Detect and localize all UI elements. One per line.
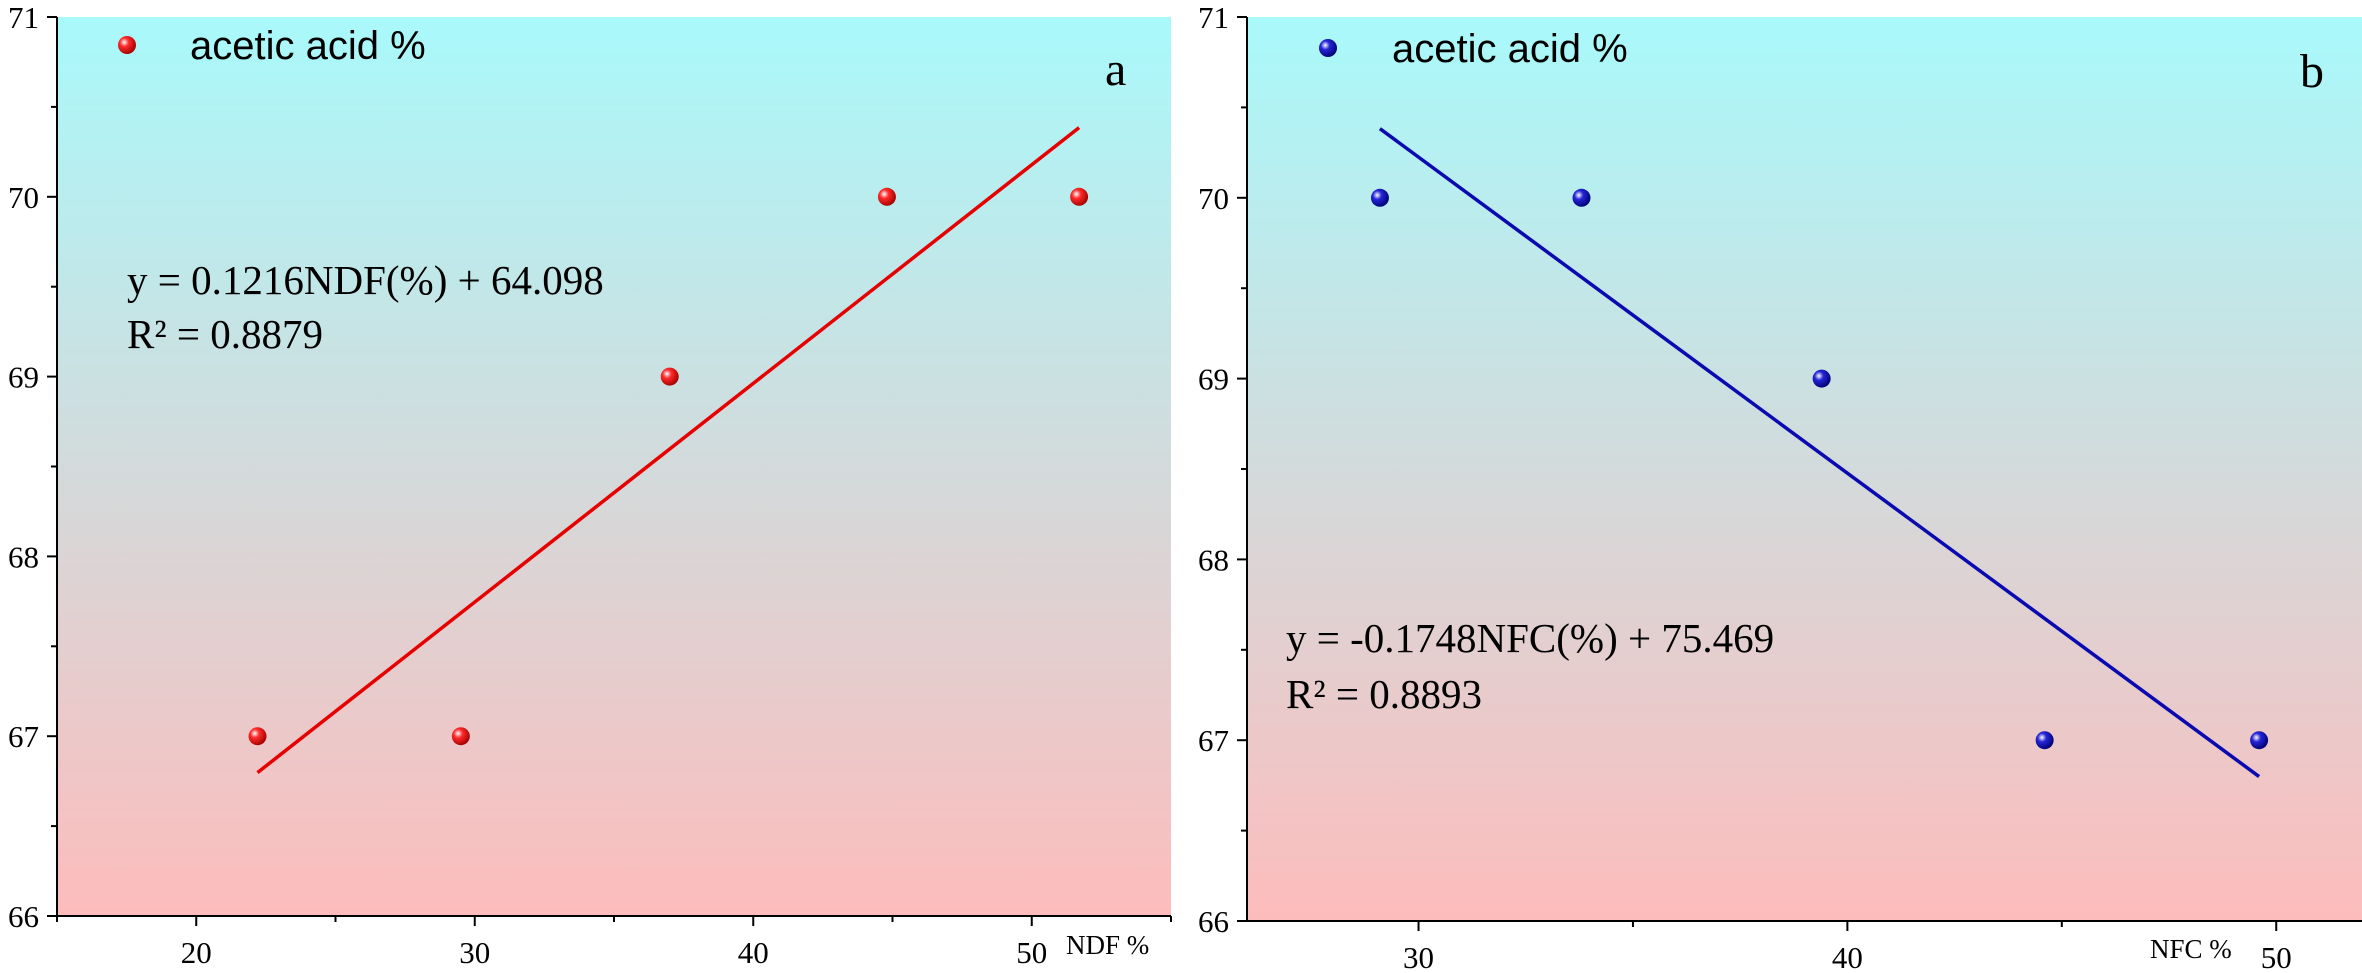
- axis-ticks-a: 66 67 68 69 70 71 20 30 40 50: [8, 0, 1172, 970]
- x-tick-label-b: 40: [1832, 940, 1863, 973]
- x-axis-title-a: NDF %: [1066, 930, 1149, 960]
- panel-label-a: a: [1105, 43, 1126, 96]
- y-tick-label-a: 70: [8, 180, 39, 215]
- data-point-a: [451, 727, 470, 746]
- r-squared-b: R² = 0.8893: [1286, 671, 1482, 717]
- legend-marker-b: [1319, 39, 1337, 57]
- y-tick-label-b: 67: [1198, 723, 1229, 758]
- legend-label-b: acetic acid %: [1392, 27, 1628, 71]
- axis-ticks-b: 66 67 68 69 70 71 30 40 50: [1198, 0, 2292, 973]
- x-tick-label-a: 50: [1016, 935, 1047, 970]
- points-a: [248, 187, 1089, 746]
- x-tick-label-b: 50: [2261, 940, 2292, 973]
- equation-b: y = -0.1748NFC(%) + 75.469: [1286, 615, 1774, 661]
- legend-b: acetic acid %: [1319, 27, 1628, 71]
- data-point-b: [1812, 369, 1831, 388]
- y-tick-label-a: 71: [8, 0, 39, 35]
- r-squared-a: R² = 0.8879: [127, 311, 323, 357]
- x-tick-label-b: 30: [1403, 940, 1434, 973]
- trendline-a: [256, 126, 1081, 774]
- x-axis-title-b: NFC %: [2150, 934, 2232, 964]
- y-tick-label-b: 66: [1198, 904, 1229, 939]
- data-point-a: [877, 187, 896, 206]
- trendline-b: [1378, 127, 2261, 778]
- trendline-b: [1378, 127, 2261, 778]
- y-tick-label-b: 71: [1198, 0, 1229, 35]
- y-tick-label-a: 67: [8, 719, 39, 754]
- y-tick-label-a: 69: [8, 360, 39, 395]
- y-tick-label-b: 69: [1198, 362, 1229, 397]
- data-point-b: [2250, 731, 2269, 750]
- x-tick-label-a: 30: [459, 935, 490, 970]
- data-point-a: [248, 727, 267, 746]
- legend-a: acetic acid %: [118, 24, 426, 68]
- panel-b: 66 67 68 69 70 71 30 40 50 acetic acid % b y = -…: [1198, 0, 2362, 973]
- x-tick-label-a: 20: [181, 935, 212, 970]
- data-point-b: [1370, 188, 1389, 207]
- y-tick-label-b: 70: [1198, 181, 1229, 216]
- data-point-b: [1572, 188, 1591, 207]
- points-b: [1370, 188, 2269, 750]
- equation-a: y = 0.1216NDF(%) + 64.098: [127, 257, 604, 303]
- y-tick-label-a: 66: [8, 899, 39, 934]
- panel-label-b: b: [2300, 45, 2324, 98]
- plot-area-a: [57, 17, 1171, 916]
- trendline-a: [256, 126, 1081, 774]
- data-point-a: [1070, 187, 1089, 206]
- data-point-b: [2035, 731, 2054, 750]
- legend-label-a: acetic acid %: [190, 24, 426, 68]
- panel-a: 66 67 68 69 70 71 20 30 40 50 acetic acid % a y =…: [8, 0, 1172, 970]
- y-tick-label-a: 68: [8, 539, 39, 574]
- legend-marker-a: [118, 36, 136, 54]
- x-tick-label-a: 40: [738, 935, 769, 970]
- data-point-a: [660, 367, 679, 386]
- y-tick-label-b: 68: [1198, 542, 1229, 577]
